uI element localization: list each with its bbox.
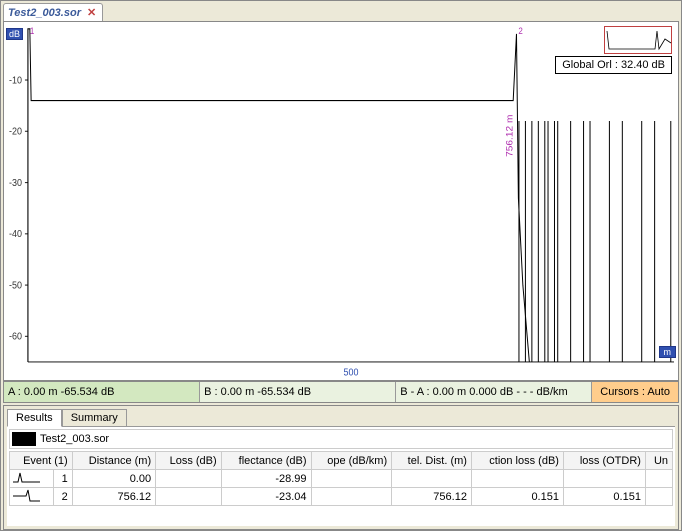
svg-text:2: 2 bbox=[518, 25, 523, 36]
cursor-b-cell[interactable]: B : 0.00 m -65.534 dB bbox=[200, 382, 396, 402]
col-header[interactable]: flectance (dB) bbox=[221, 452, 311, 470]
cell-loss bbox=[156, 488, 222, 506]
svg-text:-20: -20 bbox=[9, 126, 22, 138]
overview-box[interactable] bbox=[604, 26, 672, 54]
cursors-mode-cell[interactable]: Cursors : Auto bbox=[592, 382, 678, 402]
svg-text:500: 500 bbox=[343, 367, 358, 379]
svg-text:-10: -10 bbox=[9, 75, 22, 87]
trace-name: Test2_003.sor bbox=[40, 433, 109, 445]
col-header[interactable]: ope (dB/km) bbox=[311, 452, 392, 470]
results-body: Test2_003.sor Event (1)Distance (m)Loss … bbox=[7, 426, 675, 526]
col-header[interactable]: ction loss (dB) bbox=[471, 452, 563, 470]
trace-color-swatch bbox=[12, 432, 36, 446]
results-table: Event (1)Distance (m)Loss (dB)flectance … bbox=[9, 451, 673, 506]
file-tab-label: Test2_003.sor bbox=[8, 7, 81, 19]
col-header[interactable]: Event (1) bbox=[10, 452, 73, 470]
svg-text:-60: -60 bbox=[9, 331, 22, 343]
svg-text:1: 1 bbox=[30, 25, 35, 36]
cell-sloss: 0.151 bbox=[471, 488, 563, 506]
cursor-info-bar: A : 0.00 m -65.534 dB B : 0.00 m -65.534… bbox=[3, 381, 679, 403]
cell-n: 2 bbox=[53, 488, 72, 506]
trace-chart[interactable]: dB m Global Orl : 32.40 dB -10-20-30-40-… bbox=[3, 21, 679, 381]
event-icon bbox=[10, 470, 54, 488]
svg-text:756.12 m: 756.12 m bbox=[505, 115, 515, 157]
svg-text:-50: -50 bbox=[9, 280, 22, 292]
table-row[interactable]: 10.00 -28.99 bbox=[10, 470, 673, 488]
cell-slope bbox=[311, 488, 392, 506]
cell-n: 1 bbox=[53, 470, 72, 488]
trace-name-row: Test2_003.sor bbox=[9, 429, 673, 449]
cell-un bbox=[645, 488, 672, 506]
lower-tabs: Results Summary bbox=[4, 406, 678, 426]
col-header[interactable]: Un bbox=[645, 452, 672, 470]
table-header-row: Event (1)Distance (m)Loss (dB)flectance … bbox=[10, 452, 673, 470]
cell-sloss bbox=[471, 470, 563, 488]
x-axis-unit: m bbox=[659, 346, 677, 358]
otdr-window: Test2_003.sor ✕ dB m Global Orl : 32.40 … bbox=[0, 0, 682, 531]
tab-summary[interactable]: Summary bbox=[62, 409, 127, 426]
cell-otdr: 0.151 bbox=[563, 488, 645, 506]
file-tab-bar: Test2_003.sor ✕ bbox=[1, 1, 681, 21]
cursor-a-cell[interactable]: A : 0.00 m -65.534 dB bbox=[4, 382, 200, 402]
close-icon[interactable]: ✕ bbox=[85, 6, 98, 19]
orl-value: 32.40 dB bbox=[621, 59, 665, 71]
cell-dist: 756.12 bbox=[72, 488, 155, 506]
results-panel: Results Summary Test2_003.sor Event (1)D… bbox=[3, 405, 679, 530]
col-header[interactable]: Distance (m) bbox=[72, 452, 155, 470]
y-axis-unit: dB bbox=[6, 28, 23, 40]
col-header[interactable]: Loss (dB) bbox=[156, 452, 222, 470]
cell-refl: -23.04 bbox=[221, 488, 311, 506]
cell-loss bbox=[156, 470, 222, 488]
col-header[interactable]: tel. Dist. (m) bbox=[392, 452, 472, 470]
cell-slope bbox=[311, 470, 392, 488]
table-row[interactable]: 2756.12-23.04756.120.1510.151 bbox=[10, 488, 673, 506]
cursor-ba-cell: B - A : 0.00 m 0.000 dB - - - dB/km bbox=[396, 382, 592, 402]
global-orl-box: Global Orl : 32.40 dB bbox=[555, 56, 672, 74]
cell-reldist bbox=[392, 470, 472, 488]
cell-otdr bbox=[563, 470, 645, 488]
cell-dist: 0.00 bbox=[72, 470, 155, 488]
orl-label: Global Orl : bbox=[562, 59, 618, 71]
col-header[interactable]: loss (OTDR) bbox=[563, 452, 645, 470]
tab-results[interactable]: Results bbox=[7, 409, 62, 427]
cell-reldist: 756.12 bbox=[392, 488, 472, 506]
file-tab[interactable]: Test2_003.sor ✕ bbox=[3, 3, 103, 21]
svg-text:-40: -40 bbox=[9, 229, 22, 241]
trace-svg: -10 -20 -30 -40 -50 -60 500 1 2 756.12 m bbox=[4, 22, 678, 380]
cell-refl: -28.99 bbox=[221, 470, 311, 488]
cell-un bbox=[645, 470, 672, 488]
event-icon bbox=[10, 488, 54, 506]
svg-text:-30: -30 bbox=[9, 177, 22, 189]
